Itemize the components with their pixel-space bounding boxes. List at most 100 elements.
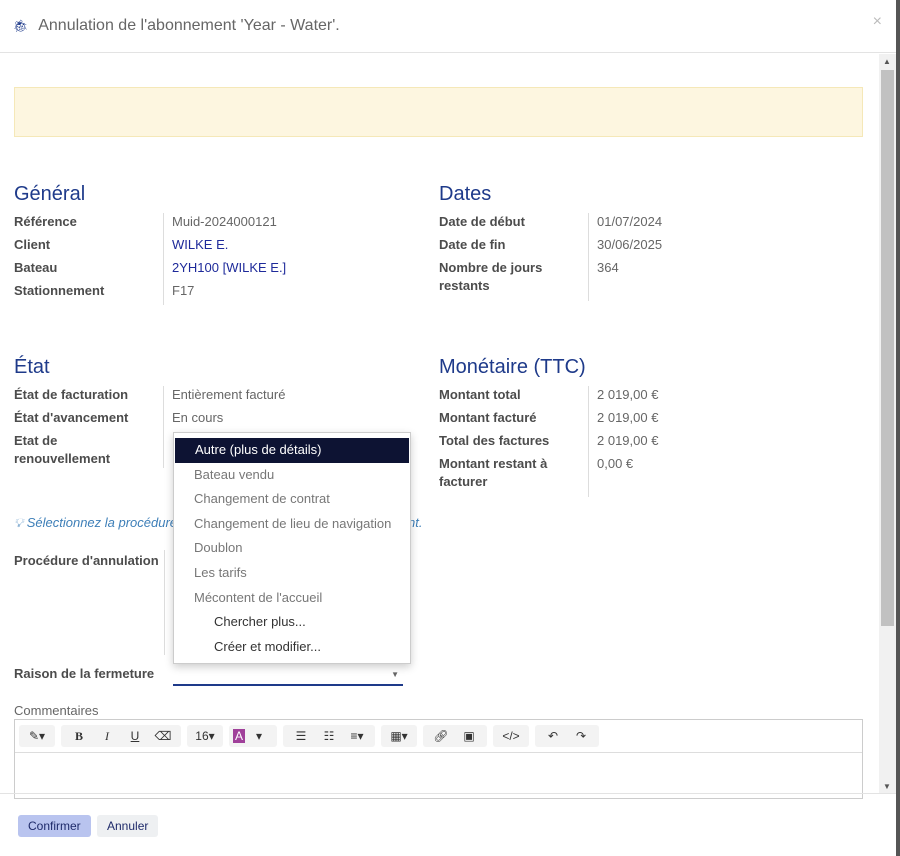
raison-dropdown: Autre (plus de détails) Bateau vendu Chang… <box>173 432 411 664</box>
dropdown-option[interactable]: Les tarifs <box>194 564 247 580</box>
section-general-title: Général <box>14 183 86 205</box>
comments-label: Commentaires <box>14 703 99 718</box>
field-label: Référence <box>14 213 164 236</box>
image-icon[interactable]: ▣ <box>463 729 475 743</box>
link-icon[interactable]: 🔗︎ <box>433 729 449 743</box>
field-row: Date de fin 30/06/2025 <box>439 236 859 259</box>
dropdown-option[interactable]: Changement de contrat <box>194 491 330 507</box>
numbered-list-icon[interactable]: ☷ <box>323 729 335 743</box>
dialog-title: Annulation de l'abonnement 'Year - Water… <box>38 17 340 34</box>
field-value: 01/07/2024 <box>597 214 663 229</box>
bug-icon: 🐞︎ <box>13 19 29 33</box>
scroll-down-icon[interactable]: ▼ <box>883 782 891 791</box>
dropdown-option[interactable]: Bateau vendu <box>194 466 275 482</box>
hint-start: Sélectionnez la procédure <box>26 515 178 530</box>
field-label: Montant facturé <box>439 409 589 432</box>
editor-toolbar: ✎▾ B I U ⌫ 16▾ A ▾ ☰ ☷ ≡▾ ▦▾ 🔗︎ ▣ </> ↶ ↷ <box>15 720 862 753</box>
field-row: Total des factures 2 019,00 € <box>439 432 859 455</box>
section-dates-title: Dates <box>439 183 492 205</box>
confirm-button[interactable]: Confirmer <box>18 815 91 837</box>
field-value[interactable]: 2YH100 [WILKE E.] <box>172 260 287 275</box>
caret-down-icon: ▼ <box>391 670 399 679</box>
field-value: 364 <box>597 260 619 275</box>
field-value: Entièrement facturé <box>172 387 286 402</box>
field-row: Etat de renouvellement <box>14 432 434 468</box>
alert-banner <box>14 87 863 137</box>
section-monetaire-title: Monétaire (TTC) <box>439 356 586 378</box>
field-value: 2 019,00 € <box>597 433 659 448</box>
backdrop-edge <box>896 0 900 856</box>
magic-wand-icon[interactable]: ✎▾ <box>28 729 46 743</box>
bold-icon[interactable]: B <box>74 728 83 743</box>
scroll-up-icon[interactable]: ▲ <box>883 57 891 66</box>
field-value: 30/06/2025 <box>597 237 663 252</box>
underline-icon[interactable]: U <box>130 729 140 743</box>
hint-text-end: nt. <box>408 515 423 530</box>
redo-icon[interactable]: ↷ <box>575 729 587 743</box>
field-value <box>164 432 172 468</box>
color-caret-icon[interactable]: ▾ <box>255 729 263 743</box>
field-value: 2 019,00 € <box>597 410 659 425</box>
cancel-button[interactable]: Annuler <box>97 815 159 837</box>
section-etat-title: État <box>14 356 50 378</box>
raison-select[interactable]: ▼ <box>173 664 403 686</box>
field-label: Total des factures <box>439 432 589 455</box>
dialog-header: 🐞︎ Annulation de l'abonnement 'Year - Wa… <box>0 0 896 53</box>
dropdown-option[interactable]: Mécontent de l'accueil <box>194 589 323 605</box>
bullet-list-icon[interactable]: ☰ <box>295 729 307 743</box>
dialog-footer: Confirmer Annuler <box>0 793 896 856</box>
comments-editor[interactable]: ✎▾ B I U ⌫ 16▾ A ▾ ☰ ☷ ≡▾ ▦▾ 🔗︎ ▣ </> ↶ ↷ <box>14 719 863 799</box>
field-label: Client <box>14 236 164 259</box>
field-value[interactable]: WILKE E. <box>172 237 229 252</box>
monetaire-group: Montant total 2 019,00 € Montant facturé 2 … <box>439 386 859 497</box>
field-row: État de facturation Entièrement facturé <box>14 386 434 409</box>
field-value: 2 019,00 € <box>597 387 659 402</box>
field-label: Etat de renouvellement <box>14 432 164 468</box>
italic-icon[interactable]: I <box>105 728 109 743</box>
field-value: 0,00 € <box>597 456 634 471</box>
divider <box>164 550 165 655</box>
font-color-icon[interactable]: A <box>233 729 245 743</box>
field-label: Date de fin <box>439 236 589 259</box>
scrollbar-thumb[interactable] <box>881 70 894 626</box>
scrollbar[interactable]: ▲ ▼ <box>879 54 896 794</box>
align-icon[interactable]: ≡▾ <box>350 729 364 743</box>
field-row: Bateau 2YH100 [WILKE E.] <box>14 259 434 282</box>
eraser-icon[interactable]: ⌫ <box>154 729 172 743</box>
field-row: Nombre de jours restants 364 <box>439 259 859 301</box>
etat-group: État de facturation Entièrement facturé Ét… <box>14 386 434 468</box>
code-view-icon[interactable]: </> <box>502 729 520 743</box>
table-icon[interactable]: ▦▾ <box>390 729 408 743</box>
field-label: Nombre de jours restants <box>439 259 589 301</box>
field-row: Date de début 01/07/2024 <box>439 213 859 236</box>
field-label: État d'avancement <box>14 409 164 432</box>
field-label: État de facturation <box>14 386 164 409</box>
general-group: Référence Muid-2024000121 Client WILKE E. Ba… <box>14 213 434 305</box>
field-label: Montant restant à facturer <box>439 455 589 497</box>
dropdown-option[interactable]: Autre (plus de détails) <box>175 438 409 463</box>
field-value: Muid-2024000121 <box>172 214 277 229</box>
dropdown-action[interactable]: Créer et modifier... <box>214 638 321 654</box>
field-row: État d'avancement En cours <box>14 409 434 432</box>
field-value: F17 <box>172 283 195 298</box>
close-button[interactable]: × <box>872 13 882 30</box>
procedure-label: Procédure d'annulation <box>14 553 159 568</box>
field-row: Montant facturé 2 019,00 € <box>439 409 859 432</box>
dropdown-action[interactable]: Chercher plus... <box>214 614 306 630</box>
dropdown-option[interactable]: Doublon <box>194 540 243 556</box>
field-row: Référence Muid-2024000121 <box>14 213 434 236</box>
dates-group: Date de début 01/07/2024 Date de fin 30/06/… <box>439 213 859 301</box>
field-row: Montant restant à facturer 0,00 € <box>439 455 859 497</box>
field-label: Stationnement <box>14 282 164 305</box>
field-row: Stationnement F17 <box>14 282 434 305</box>
field-label: Montant total <box>439 386 589 409</box>
hint-text: 💡︎ Sélectionnez la procédure <box>14 515 178 530</box>
field-label: Bateau <box>14 259 164 282</box>
field-row: Montant total 2 019,00 € <box>439 386 859 409</box>
field-row: Client WILKE E. <box>14 236 434 259</box>
undo-icon[interactable]: ↶ <box>547 729 559 743</box>
field-label: Date de début <box>439 213 589 236</box>
font-size-button[interactable]: 16▾ <box>195 729 215 743</box>
dropdown-option[interactable]: Changement de lieu de navigation <box>194 515 392 531</box>
field-value: En cours <box>172 410 224 425</box>
